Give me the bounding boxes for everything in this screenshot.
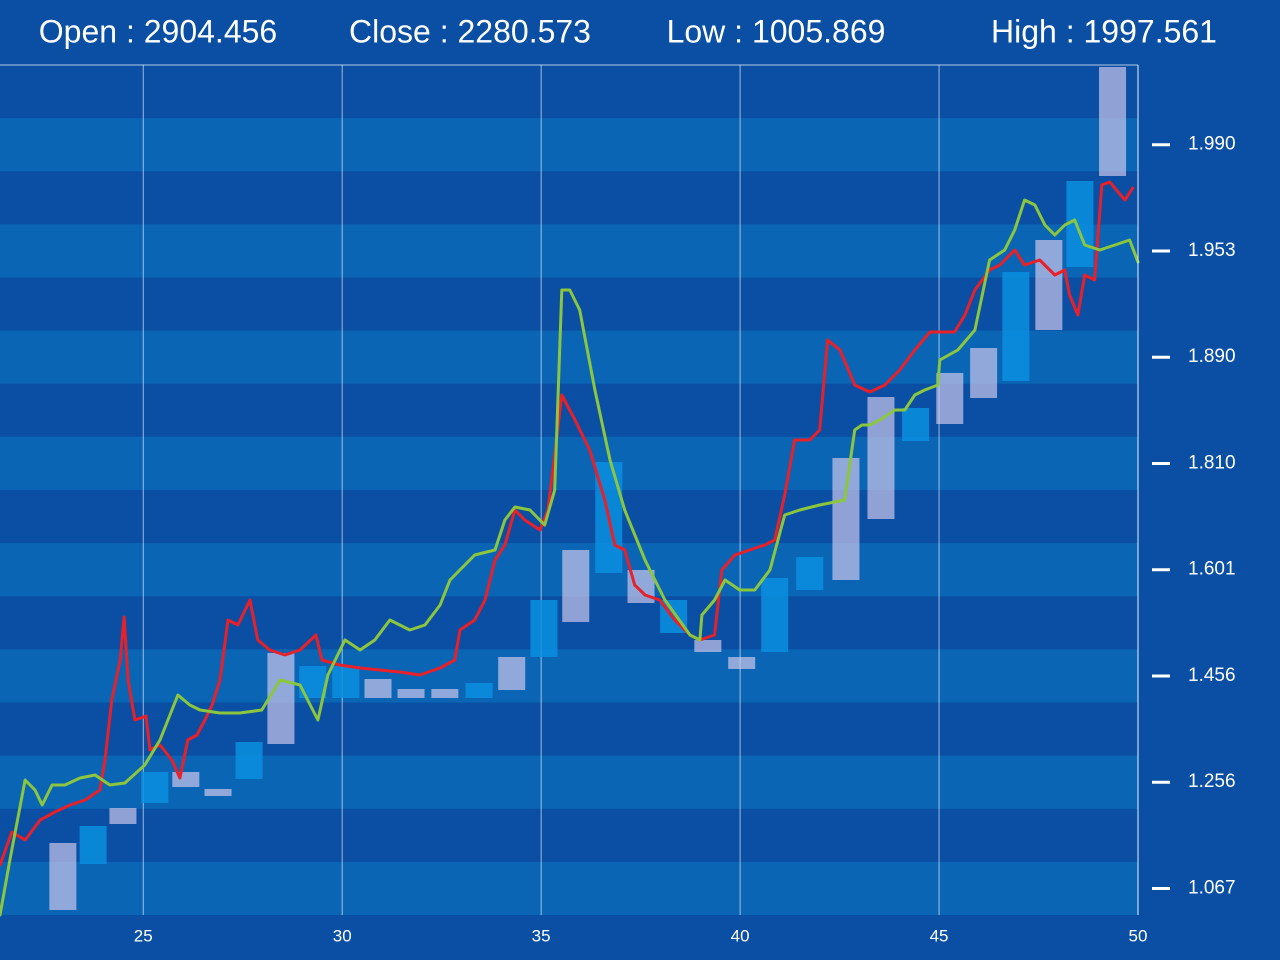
x-tick-label: 35 [532, 926, 551, 945]
stat-label: Close : 2280.573 [349, 13, 591, 49]
light-band [0, 118, 1138, 172]
candle-up [235, 742, 263, 779]
candle-down [267, 653, 295, 744]
y-tick-label: 1.953 [1188, 240, 1236, 261]
stat-label: Open : 2904.456 [39, 13, 277, 49]
stat-label: High : 1997.561 [991, 13, 1217, 49]
candle-down [498, 657, 526, 690]
light-band [0, 755, 1138, 809]
x-tick-label: 25 [134, 926, 153, 945]
candle-down [694, 640, 722, 652]
candle-up [796, 557, 824, 590]
light-band [0, 649, 1138, 703]
candle-down [970, 348, 998, 398]
x-tick-label: 50 [1129, 926, 1148, 945]
candle-up [1066, 181, 1094, 267]
candle-down [562, 550, 590, 622]
y-tick-label: 1.890 [1188, 346, 1236, 367]
marks [0, 67, 1140, 917]
candle-down [1099, 67, 1127, 176]
candle-down [867, 397, 895, 519]
stat-label: Low : 1005.869 [667, 13, 886, 49]
candle-up [1002, 272, 1030, 381]
candle-down [397, 689, 425, 698]
candle-up [465, 683, 493, 698]
candle-down [832, 458, 860, 580]
x-tick-label: 40 [731, 926, 750, 945]
y-tick-label: 1.990 [1188, 134, 1236, 155]
y-tick-label: 1.067 [1188, 877, 1236, 898]
x-tick-label: 30 [333, 926, 352, 945]
bands [0, 118, 1138, 915]
y-tick-label: 1.810 [1188, 452, 1236, 473]
light-band [0, 861, 1138, 915]
candle-down [1035, 240, 1063, 330]
candle-up [530, 600, 558, 657]
x-tick-label: 45 [930, 926, 949, 945]
candle-up [902, 408, 930, 441]
light-band [0, 224, 1138, 278]
candle-up [141, 772, 169, 803]
candle-down [204, 789, 232, 796]
candle-up [332, 666, 360, 698]
candle-down [431, 689, 459, 698]
y-tick-label: 1.256 [1188, 771, 1236, 792]
candle-up [761, 578, 789, 652]
candle-down [728, 657, 756, 669]
y-tick-label: 1.456 [1188, 665, 1236, 686]
y-tick-label: 1.601 [1188, 559, 1236, 580]
candle-down [109, 808, 137, 824]
labels: Open : 2904.456 Close : 2280.573 Low : 100… [39, 13, 1236, 945]
candle-down [49, 843, 77, 910]
candle-down [364, 679, 392, 698]
line-series [0, 180, 1135, 867]
light-band [0, 436, 1138, 490]
line-series [0, 198, 1140, 917]
candle-down [936, 373, 964, 424]
candle-down [172, 772, 200, 787]
candle-up [79, 826, 107, 864]
